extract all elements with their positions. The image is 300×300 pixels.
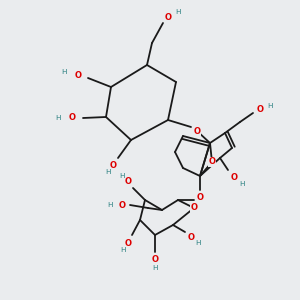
Text: H: H: [175, 9, 181, 15]
Text: O: O: [188, 232, 194, 242]
Text: O: O: [190, 203, 197, 212]
Text: O: O: [194, 127, 200, 136]
Text: H: H: [152, 265, 158, 271]
Text: O: O: [194, 127, 200, 136]
Text: O: O: [74, 70, 82, 80]
Text: H: H: [239, 181, 245, 187]
Text: O: O: [194, 127, 200, 136]
Text: H: H: [195, 240, 201, 246]
Text: O: O: [208, 158, 215, 166]
Text: H: H: [105, 169, 111, 175]
Text: H: H: [267, 103, 273, 109]
Text: H: H: [120, 247, 126, 253]
Text: O: O: [190, 203, 197, 212]
Text: O: O: [124, 238, 131, 247]
Text: O: O: [110, 160, 116, 169]
Text: O: O: [124, 178, 131, 187]
Text: O: O: [152, 256, 158, 265]
Text: H: H: [119, 173, 125, 179]
Text: O: O: [118, 200, 125, 209]
Text: O: O: [164, 13, 172, 22]
Text: O: O: [196, 193, 203, 202]
Text: H: H: [55, 115, 61, 121]
Text: O: O: [208, 158, 215, 166]
Text: H: H: [107, 202, 113, 208]
Text: O: O: [256, 106, 263, 115]
Text: O: O: [196, 193, 203, 202]
Text: H: H: [61, 69, 67, 75]
Text: O: O: [230, 173, 238, 182]
Text: O: O: [196, 193, 203, 202]
Text: O: O: [68, 113, 76, 122]
